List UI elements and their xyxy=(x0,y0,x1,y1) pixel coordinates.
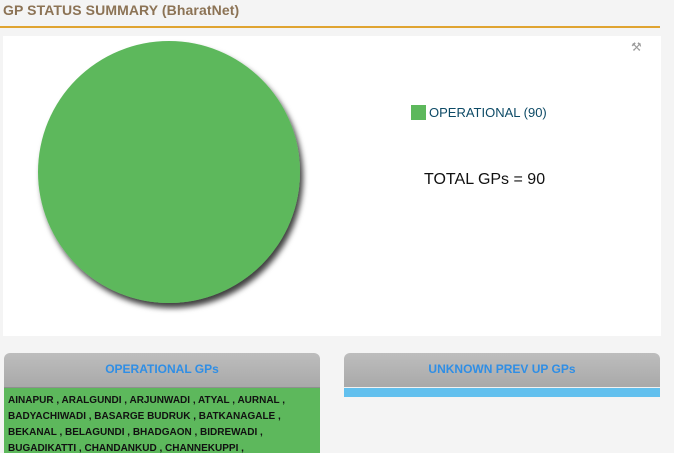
operational-gps-line: BUGADIKATTI , CHANDANKUD , CHANNEKUPPI , xyxy=(8,443,244,453)
wrench-icon[interactable]: ⚒ xyxy=(631,40,642,54)
operational-gps-list: AINAPUR , ARALGUNDI , ARJUNWADI , ATYAL … xyxy=(4,387,320,453)
page-title: GP STATUS SUMMARY (BharatNet) xyxy=(3,2,240,18)
unknown-prev-up-gps-panel-header: UNKNOWN PREV UP GPs xyxy=(344,353,660,387)
unknown-prev-up-gps-list xyxy=(344,387,660,397)
unknown-prev-up-gps-panel: UNKNOWN PREV UP GPs xyxy=(344,353,660,453)
operational-gps-line: AINAPUR , ARALGUNDI , ARJUNWADI , ATYAL … xyxy=(8,395,286,406)
gp-status-chart-panel: ⚒ OPERATIONAL (90) TOTAL GPs = 90 xyxy=(3,36,661,336)
legend-swatch-operational xyxy=(411,105,426,120)
operational-gps-panel-header: OPERATIONAL GPs xyxy=(4,353,320,387)
gp-status-pie-chart xyxy=(38,41,300,303)
operational-gps-panel: OPERATIONAL GPs AINAPUR , ARALGUNDI , AR… xyxy=(4,353,320,453)
legend-label-operational: OPERATIONAL (90) xyxy=(429,105,547,120)
pie-slice-operational[interactable] xyxy=(38,41,300,303)
operational-gps-line: BEKANAL , BELAGUNDI , BHADGAON , BIDREWA… xyxy=(8,427,263,438)
page-header: GP STATUS SUMMARY (BharatNet) xyxy=(0,0,660,28)
total-gps-text: TOTAL GPs = 90 xyxy=(424,171,546,188)
operational-gps-line: BADYACHIWADI , BASARGE BUDRUK , BATKANAG… xyxy=(8,411,281,422)
